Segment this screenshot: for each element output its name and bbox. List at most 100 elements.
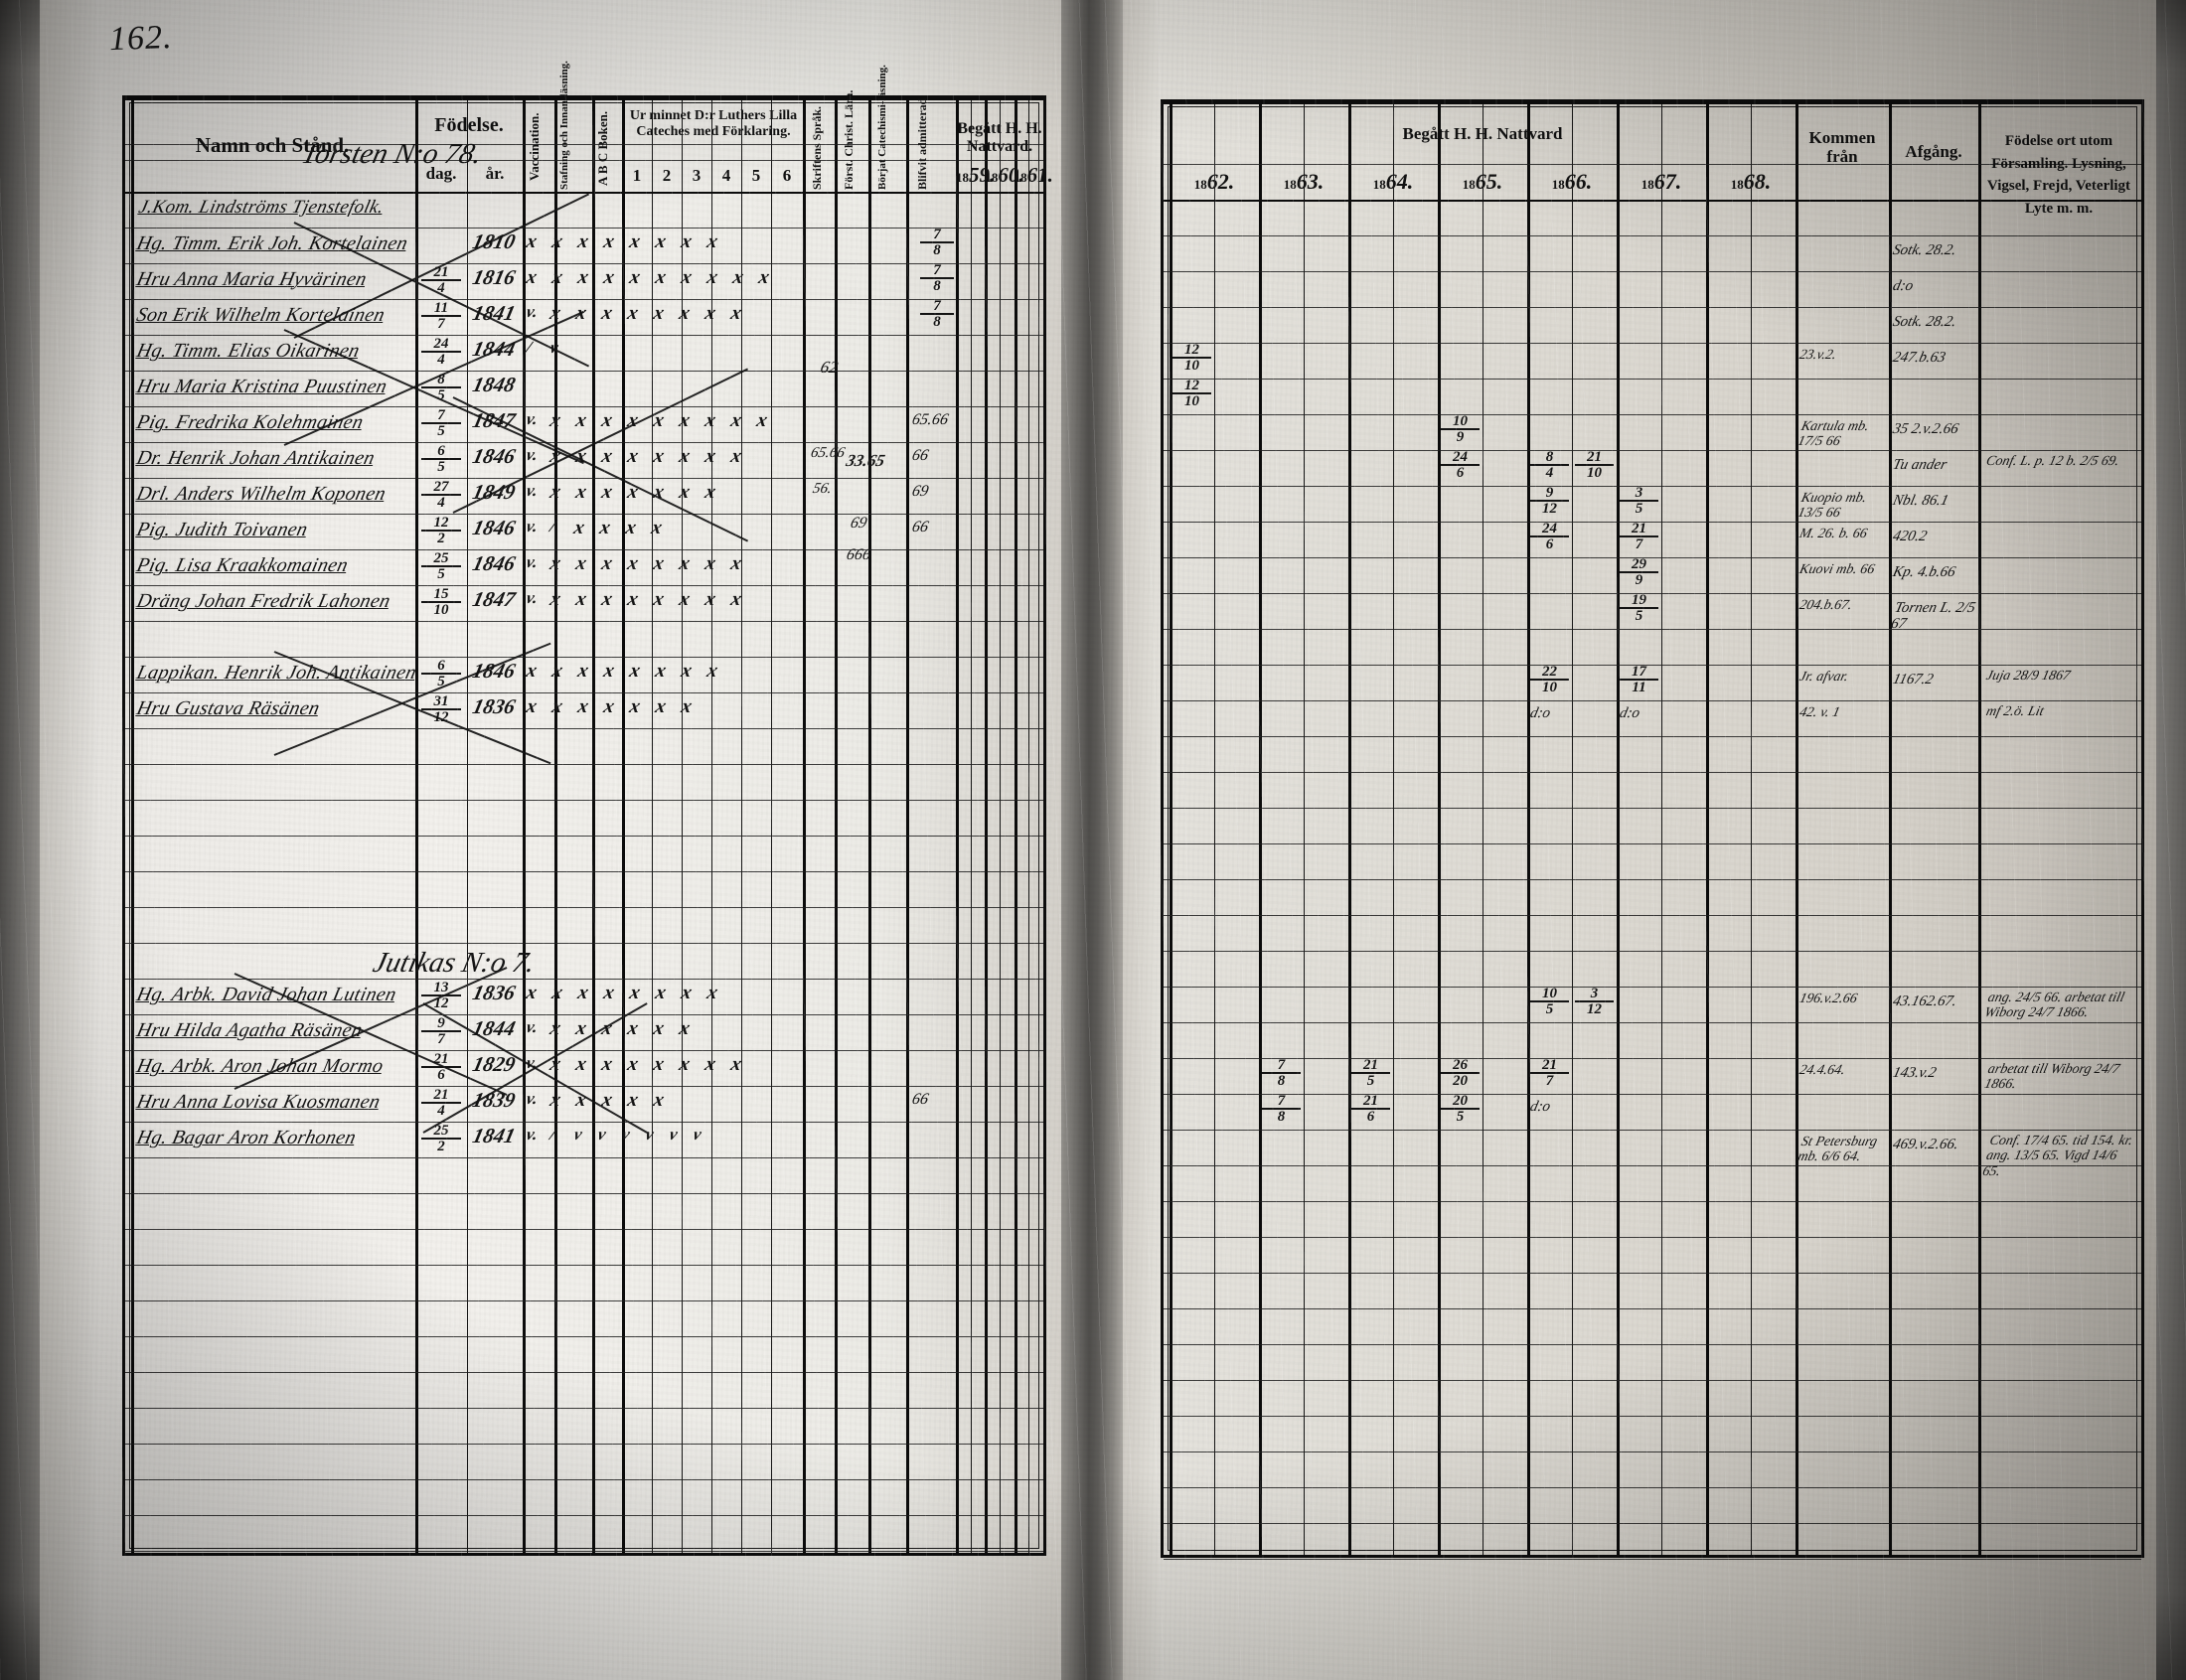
- row-rule: [1164, 1451, 2141, 1452]
- row-mark: x: [547, 481, 563, 503]
- row-mark: x: [573, 552, 589, 574]
- row-mark: x: [651, 445, 667, 467]
- row-mark: x: [625, 1053, 641, 1075]
- row-mark: x: [704, 982, 720, 1003]
- row-mark: x: [547, 1017, 563, 1039]
- table-row: Kuopio mb. 13/5 66 Nbl. 86.1 9 12 3 5: [1164, 485, 2141, 522]
- table-left-rule: [1170, 102, 1172, 1555]
- row-mark: x: [524, 660, 540, 682]
- column-rule-major: [956, 98, 959, 1553]
- row-nattvard-1865: 10 9: [1441, 413, 1480, 445]
- row-mark: x: [625, 552, 641, 574]
- row-mark: x: [599, 302, 615, 324]
- margin-note-3365: 33.65: [844, 451, 887, 470]
- row-mark: /: [547, 517, 557, 535]
- table-row: Hru Anna Maria Hyvärinen 21 4 1816 x x x x x x x x x…: [125, 262, 1043, 297]
- header-top-rule: [125, 98, 1043, 100]
- row-remarks: Conf. 17/4 65. tid 154. kr. ang. 13/5 65…: [1980, 1134, 2134, 1179]
- row-rule: [1164, 665, 2141, 666]
- row-admitted: 69: [910, 483, 931, 500]
- row-mark: v.: [524, 409, 541, 428]
- header-abc-boken: A B C Boken.: [595, 110, 610, 186]
- row-birth-year: 1846: [470, 551, 518, 575]
- communion-year-rule: [1014, 98, 1017, 1553]
- row-rule: [1164, 379, 2141, 380]
- row-mark: x: [653, 230, 669, 252]
- table-row: Pig. Fredrika Kolehmainen 7 5 1847 v. x x x x x x x…: [125, 406, 1043, 440]
- row-rule: [125, 871, 1043, 872]
- row-mark: v.: [524, 302, 541, 321]
- cateches-column-rule: [652, 98, 653, 1553]
- row-nattvard-1862: 12 10: [1172, 378, 1211, 409]
- row-name: Hru Hilda Agatha Räsänen: [134, 1019, 365, 1041]
- row-mark: x: [679, 660, 695, 682]
- column-rule-major: [415, 98, 418, 1553]
- table-row: Kuovi mb. 66 Kp. 4.b.66 29 9: [1164, 556, 2141, 593]
- row-mark: x: [677, 588, 693, 610]
- row-afgang: d:o: [1891, 278, 1916, 294]
- column-rule-major: [523, 98, 526, 1553]
- row-rule: [1164, 700, 2141, 701]
- row-mark: x: [677, 1053, 693, 1075]
- row-admitted: 66: [910, 1091, 931, 1108]
- table-row: 23.v.2. 247.b.63 12 10: [1164, 342, 2141, 379]
- row-rule: [1164, 522, 2141, 523]
- communion-year-rule: [1348, 102, 1351, 1555]
- column-rule-minor: [467, 98, 468, 1553]
- row-nattvard-1866: 22 10: [1530, 664, 1569, 695]
- column-rule-major: [835, 98, 838, 1553]
- row-mark: x: [703, 481, 718, 503]
- table-row: Dräng Johan Fredrik Lahonen 15 10 1847 v. x x x…: [125, 585, 1043, 619]
- header-blifvit-admitterad: Blifvit admitterad: [915, 97, 929, 190]
- row-rule: [1164, 1273, 2141, 1274]
- row-mark: x: [599, 445, 615, 467]
- row-mark: x: [575, 660, 591, 682]
- cateches-column-rule: [711, 98, 712, 1553]
- row-birth-year: 1848: [470, 373, 518, 396]
- table-row: Pig. Judith Toivanen 12 2 1846 v. / x x x x 66: [125, 514, 1043, 547]
- row-mark: x: [704, 266, 720, 288]
- row-rule: [1164, 486, 2141, 487]
- row-mark: x: [599, 552, 615, 574]
- row-afgang: Kp. 4.b.66: [1891, 564, 1957, 580]
- row-rule: [1164, 1094, 2141, 1095]
- header-cateches-part-1: 1: [632, 166, 642, 185]
- row-rule: [1164, 915, 2141, 916]
- row-mark: x: [627, 982, 643, 1003]
- row-mark: x: [703, 302, 718, 324]
- kommen-fran-rule: [1889, 102, 1892, 1555]
- row-mark: x: [601, 982, 617, 1003]
- header-year-1859: 1859.: [956, 163, 996, 187]
- row-nattvard-1865: 24 6: [1441, 449, 1480, 481]
- table-row: Dr. Henrik Johan Antikainen 6 5 1846 v. x x x x x…: [125, 442, 1043, 476]
- row-rule: [1164, 843, 2141, 844]
- row-nattvard-1866: d:o: [1528, 1099, 1552, 1115]
- row-birth-year: 1846: [470, 516, 518, 539]
- row-nattvard-1866: d:o: [1528, 705, 1552, 721]
- row-rule: [125, 1372, 1043, 1373]
- row-rule: [125, 335, 1043, 336]
- row-mark: x: [573, 1053, 589, 1075]
- row-afgang: Sotk. 28.2.: [1891, 314, 1958, 330]
- row-name: Hg. Timm. Erik Joh. Kortelainen: [134, 232, 410, 254]
- header-fodelse-ar: år.: [485, 164, 505, 183]
- row-rule: [125, 728, 1043, 729]
- row-mark: x: [601, 230, 617, 252]
- row-mark: x: [653, 982, 669, 1003]
- row-mark: x: [575, 266, 591, 288]
- row-mark: x: [677, 481, 693, 503]
- row-rule: [1164, 629, 2141, 630]
- communion-year-rule: [1617, 102, 1620, 1555]
- column-rule-major: [906, 98, 909, 1553]
- row-mark: x: [677, 1017, 693, 1039]
- communion-half-rule: [1028, 98, 1030, 1553]
- header-year-1867: 1867.: [1640, 169, 1682, 194]
- row-birth-year: 1836: [470, 694, 518, 718]
- table-row: St Petersburg mb. 6/6 64. 469.v.2.66. Conf…: [1164, 1132, 2141, 1179]
- column-rule-major: [592, 98, 595, 1553]
- row-nattvard-1866: 10 5: [1530, 986, 1569, 1017]
- row-admitted: 65.66: [910, 411, 951, 428]
